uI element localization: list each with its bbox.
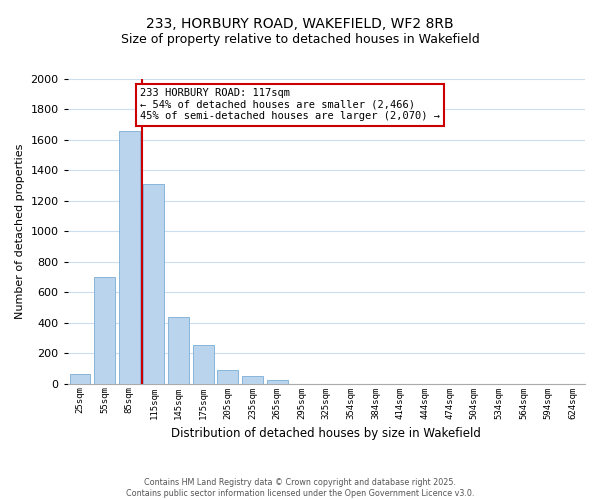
Text: 233 HORBURY ROAD: 117sqm
← 54% of detached houses are smaller (2,466)
45% of sem: 233 HORBURY ROAD: 117sqm ← 54% of detach… xyxy=(140,88,440,122)
X-axis label: Distribution of detached houses by size in Wakefield: Distribution of detached houses by size … xyxy=(172,427,481,440)
Bar xyxy=(193,345,214,384)
Text: Size of property relative to detached houses in Wakefield: Size of property relative to detached ho… xyxy=(121,32,479,46)
Bar xyxy=(266,380,287,384)
Text: 233, HORBURY ROAD, WAKEFIELD, WF2 8RB: 233, HORBURY ROAD, WAKEFIELD, WF2 8RB xyxy=(146,18,454,32)
Bar xyxy=(94,277,115,384)
Bar xyxy=(242,376,263,384)
Text: Contains HM Land Registry data © Crown copyright and database right 2025.
Contai: Contains HM Land Registry data © Crown c… xyxy=(126,478,474,498)
Bar xyxy=(143,184,164,384)
Bar xyxy=(70,374,91,384)
Bar xyxy=(168,316,189,384)
Y-axis label: Number of detached properties: Number of detached properties xyxy=(15,144,25,319)
Bar xyxy=(119,131,140,384)
Bar xyxy=(217,370,238,384)
